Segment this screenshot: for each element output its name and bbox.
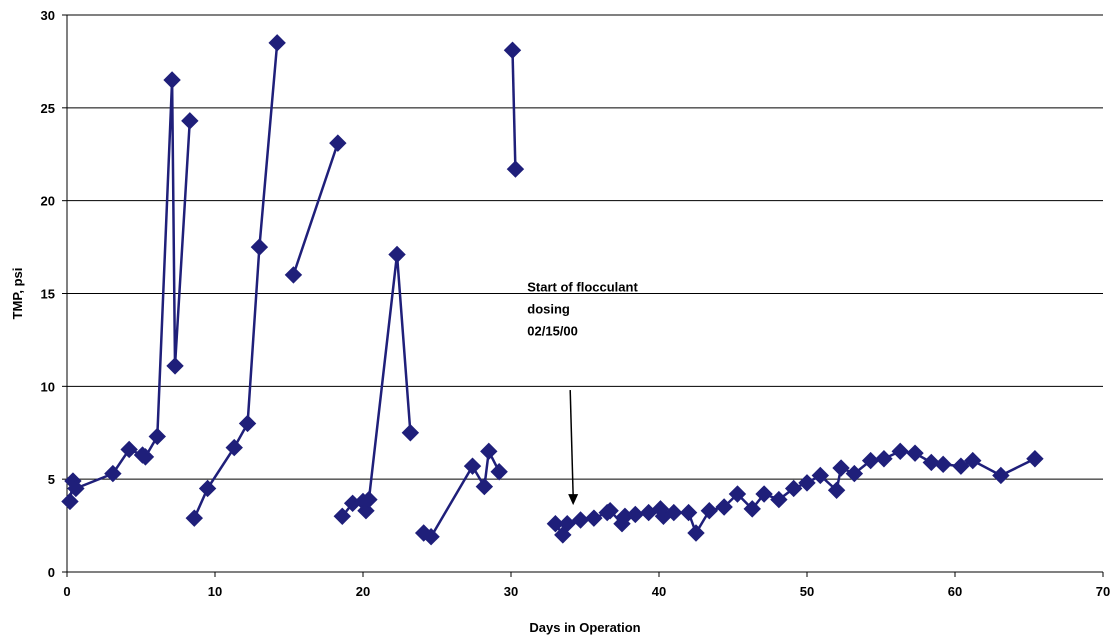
data-point [952, 457, 970, 475]
data-point [329, 134, 347, 152]
data-point [490, 463, 508, 481]
y-tick-label: 20 [41, 194, 55, 209]
x-axis-title: Days in Operation [529, 620, 640, 635]
data-point [475, 477, 494, 496]
y-tick-label: 30 [41, 8, 55, 23]
data-point [906, 444, 924, 462]
data-point [163, 71, 181, 89]
series-line-segment [292, 142, 339, 276]
data-point [845, 464, 864, 483]
data-point [401, 424, 420, 442]
data-point [284, 266, 303, 284]
data-point [626, 505, 645, 524]
data-point [333, 507, 351, 526]
series-line-segment [511, 50, 517, 170]
data-point [546, 515, 565, 533]
data-point [1026, 450, 1044, 468]
x-tick-label: 10 [208, 584, 222, 599]
data-point [784, 479, 803, 498]
data-point [687, 524, 705, 542]
data-point [964, 451, 982, 470]
series-line-segment [423, 447, 501, 539]
data-point [166, 357, 184, 375]
data-point [585, 509, 603, 527]
data-point [506, 160, 525, 178]
gridlines [67, 14, 1103, 480]
x-tick-label: 30 [504, 584, 518, 599]
data-point [120, 440, 138, 459]
y-tick-label: 10 [41, 379, 55, 394]
y-axis-title: TMP, psi [10, 268, 25, 320]
data-point [67, 479, 85, 498]
data-point [665, 503, 683, 522]
data-point [571, 511, 590, 529]
data-point [798, 474, 816, 492]
y-tick-label: 25 [41, 101, 55, 116]
annotation-line: 02/15/00 [527, 324, 578, 339]
annotation-arrow-line [569, 390, 574, 497]
y-tick-label: 0 [48, 565, 55, 580]
y-tick-label: 15 [41, 287, 55, 302]
data-point [198, 479, 217, 498]
data-point [601, 502, 619, 520]
data-point [755, 485, 773, 503]
data-point [728, 485, 747, 503]
annotation-line: Start of flocculant [527, 280, 638, 295]
data-point [934, 455, 952, 474]
data-point [61, 492, 79, 511]
data-point [181, 112, 199, 130]
data-point [136, 448, 155, 466]
data-point [770, 490, 788, 509]
annotation-line: dosing [527, 302, 570, 317]
data-point [104, 464, 122, 483]
data-point [743, 500, 761, 518]
data-point [480, 442, 498, 461]
data-point [832, 459, 850, 477]
data-point [250, 238, 269, 256]
x-tick-label: 40 [652, 584, 666, 599]
data-point [558, 515, 576, 533]
data-point [463, 457, 482, 475]
data-point [238, 414, 257, 433]
data-point [360, 490, 378, 509]
annotation-arrow-head [568, 494, 579, 506]
x-tick-label: 70 [1096, 584, 1110, 599]
data-point [875, 450, 893, 468]
data-point [225, 438, 243, 457]
annotation: Start of flocculant dosing 02/15/00 [527, 280, 638, 506]
data-point [992, 466, 1010, 485]
data-point [679, 503, 698, 522]
data-point [148, 427, 166, 446]
data-point [715, 498, 733, 516]
data-point [827, 481, 846, 500]
data-point [388, 245, 406, 264]
data-point [503, 41, 522, 59]
series-tmp [61, 34, 1044, 546]
y-tick-label: 5 [48, 472, 55, 487]
data-point [891, 442, 909, 461]
data-point [268, 34, 286, 52]
x-tick-label: 60 [948, 584, 962, 599]
data-point [811, 466, 830, 485]
axes: 0 5 10 15 20 25 30 0 10 20 30 40 50 60 70 [41, 8, 1111, 599]
data-point [922, 453, 941, 472]
data-point [185, 509, 203, 527]
series-line-segment [68, 79, 192, 502]
data-point [422, 528, 440, 546]
x-tick-label: 50 [800, 584, 814, 599]
data-point [700, 502, 719, 520]
data-point [861, 451, 880, 470]
x-tick-label: 20 [356, 584, 370, 599]
x-tick-label: 0 [63, 584, 70, 599]
